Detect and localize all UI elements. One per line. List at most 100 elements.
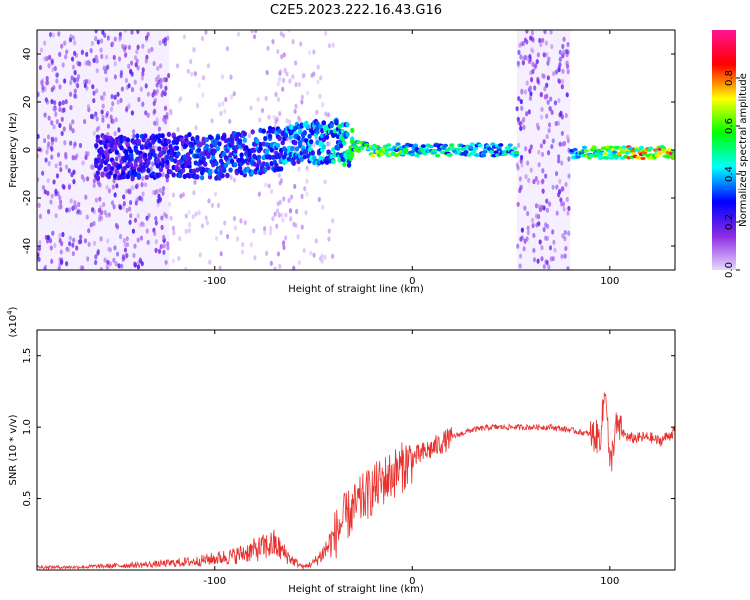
spectrogram-noise-cell [287,30,291,33]
spectrogram-noise-cell [89,47,93,54]
spectrogram-noise-cell [537,162,541,168]
spectrogram-ridge-cell [220,173,225,179]
spectrogram-noise-cell [549,30,553,35]
spectrogram-noise-cell [141,43,145,49]
spectrogram-noise-cell [197,210,201,216]
spectrogram-noise-cell [164,77,168,83]
spectrogram-noise-cell [158,196,162,202]
spectrogram-noise-cell [113,94,117,100]
spectrogram-noise-cell [74,52,78,58]
spectrogram-noise-cell [297,115,301,121]
spectrogram-noise-cell [72,237,76,243]
spectrogram-noise-cell [532,179,536,185]
spectrogram-noise-cell [107,212,111,218]
spectrogram-ridge-cell [297,140,303,146]
spectrogram-noise-cell [152,100,156,107]
spectrogram-ridge-cell [630,151,637,156]
spectrogram-ridge-cell [480,153,487,158]
spectrogram-noise-cell [168,201,172,207]
spectrogram-noise-cell [73,70,77,76]
x-tick-label: -100 [203,276,226,287]
spectrogram-noise-cell [41,170,45,176]
spectrogram-noise-cell [104,54,109,60]
spectrogram-noise-cell [254,30,258,34]
spectrogram-ridge-cell [583,149,589,153]
spectrogram-noise-cell [538,37,542,44]
spectrogram-noise-cell [294,208,299,215]
spectrogram-noise-cell [541,37,545,43]
spectrogram-noise-cell [176,127,180,133]
spectrogram-ridge-cell [146,158,151,165]
spectrogram-noise-cell [84,154,88,161]
spectrogram-noise-cell [50,193,54,199]
spectrogram-noise-cell [121,254,125,260]
spectrogram-noise-cell [529,167,533,173]
spectrogram-noise-cell [224,96,228,103]
spectrogram-noise-cell [525,30,529,34]
spectrogram-ridge-cell [169,147,175,154]
spectrogram-noise-cell [73,50,77,56]
spectrogram-noise-cell [267,114,271,120]
spectrogram-noise-cell [321,101,325,108]
spectrogram-noise-cell [539,92,543,98]
spectrogram-noise-cell [518,253,523,259]
spectrogram-noise-cell [128,188,132,195]
spectrogram-noise-cell [67,184,71,190]
spectrogram-noise-cell [260,107,265,114]
spectrogram-ridge-cell [624,151,630,155]
spectrogram-noise-cell [155,88,160,94]
spectrogram-noise-cell [67,168,71,174]
spectrogram-noise-cell [293,60,298,66]
spectrogram-ridge-cell [297,129,303,135]
spectrogram-ridge-cell [95,170,101,176]
spectrogram-noise-cell [545,113,549,119]
spectrogram-noise-cell [562,49,566,55]
spectrogram-noise-cell [92,97,96,104]
spectrogram-x-ticks: -100 0 100 [203,30,619,287]
spectrogram-noise-cell [123,30,128,33]
spectrogram-noise-cell [521,40,526,47]
spectrogram-noise-cell [216,202,221,208]
spectrogram-noise-cell [193,47,197,53]
spectrogram-ridge-cell [331,147,336,153]
spectrogram-noise-cell [560,160,564,166]
spectrogram-noise-cell [100,95,104,101]
spectrogram-noise-cell [75,245,79,251]
spectrogram-noise-cell [52,179,56,185]
spectrogram-noise-cell [528,85,532,91]
spectrogram-noise-cell [151,189,155,195]
spectrogram-noise-cell [51,32,56,38]
spectrogram-noise-cell [160,215,164,221]
spectrogram-noise-cell [559,197,563,203]
spectrogram-ridge-cell [305,124,311,130]
spectrogram-noise-cell [136,30,140,34]
spectrogram-noise-cell [96,39,100,45]
spectrogram-noise-cell [41,84,45,90]
spectrogram-noise-cell [547,56,551,62]
spectrogram-ridge-cell [256,154,262,160]
spectrogram-noise-cell [38,239,42,246]
spectrogram-noise-cell [40,79,44,85]
spectrogram-noise-cell [111,101,115,107]
spectrogram-noise-cell [124,51,128,58]
spectrogram-noise-cell [128,199,133,206]
spectrogram-noise-cell [326,141,330,147]
spectrogram-noise-cell [546,150,551,156]
spectrogram-noise-cell [546,99,550,105]
spectrogram-ridge-cell [207,168,213,174]
spectrogram-noise-cell [527,177,531,184]
spectrogram-noise-cell [94,35,98,42]
spectrogram-ridge-cell [207,174,213,180]
spectrogram-noise-cell [557,67,561,73]
spectrogram-ridge-cell [291,160,296,166]
spectrogram-noise-cell [534,63,538,69]
spectrogram-noise-cell [517,49,521,55]
spectrogram-noise-cell [128,219,132,225]
spectrogram-noise-cell [184,266,188,270]
spectrogram-noise-cell [284,235,288,241]
spectrogram-noise-cell [94,111,98,117]
spectrogram-noise-cell [281,77,286,83]
spectrogram-noise-cell [318,93,322,99]
spectrogram-noise-cell [109,106,114,112]
spectrogram-noise-cell [220,74,224,80]
